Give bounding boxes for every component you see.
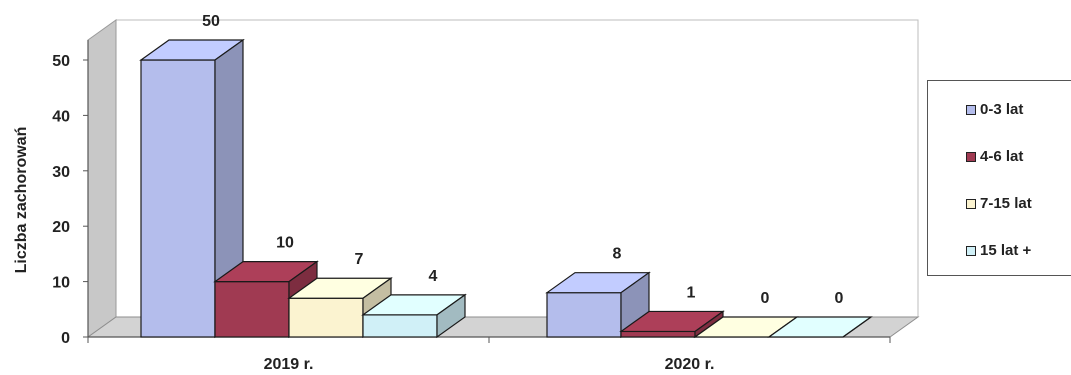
y-tick-label: 50: [52, 53, 70, 70]
legend-swatch: [966, 104, 976, 115]
data-label: 10: [276, 235, 294, 252]
legend-label: 4-6 lat: [980, 148, 1024, 165]
y-tick-label: 20: [52, 219, 70, 236]
bar: [619, 310, 725, 339]
data-label: 4: [429, 268, 438, 285]
bar: [139, 38, 245, 339]
legend-label: 7-15 lat: [980, 195, 1032, 212]
x-tick-label: 2020 r.: [665, 356, 715, 373]
legend-label: 15 lat +: [980, 242, 1032, 259]
legend-item: 0-3 lat: [966, 101, 1023, 118]
y-tick-label: 0: [61, 330, 70, 347]
data-label: 0: [761, 290, 770, 307]
bar: [545, 271, 651, 339]
legend: 0-3 lat 4-6 lat 7-15 lat 15 lat +: [927, 80, 1071, 276]
legend-swatch: [966, 198, 976, 209]
data-label: 0: [835, 290, 844, 307]
legend-item: 15 lat +: [966, 242, 1031, 259]
legend-label: 0-3 lat: [980, 101, 1024, 118]
data-label: 7: [355, 251, 364, 268]
side-wall: [87, 19, 117, 338]
data-label: 8: [613, 246, 622, 263]
data-label: 1: [687, 284, 696, 301]
bar: [767, 316, 873, 338]
y-tick-label: 30: [52, 164, 70, 181]
legend-item: 4-6 lat: [966, 148, 1023, 165]
legend-swatch: [966, 245, 976, 256]
legend-swatch: [966, 151, 976, 162]
bar: [213, 260, 319, 339]
y-tick-label: 40: [52, 108, 70, 125]
legend-item: 7-15 lat: [966, 195, 1032, 212]
y-tick-label: 10: [52, 275, 70, 292]
x-tick-label: 2019 r.: [264, 356, 314, 373]
data-label: 50: [202, 13, 220, 30]
bar: [361, 293, 467, 339]
chart-bars: [139, 38, 873, 339]
y-axis-label: Liczba zachorowań: [13, 127, 30, 274]
